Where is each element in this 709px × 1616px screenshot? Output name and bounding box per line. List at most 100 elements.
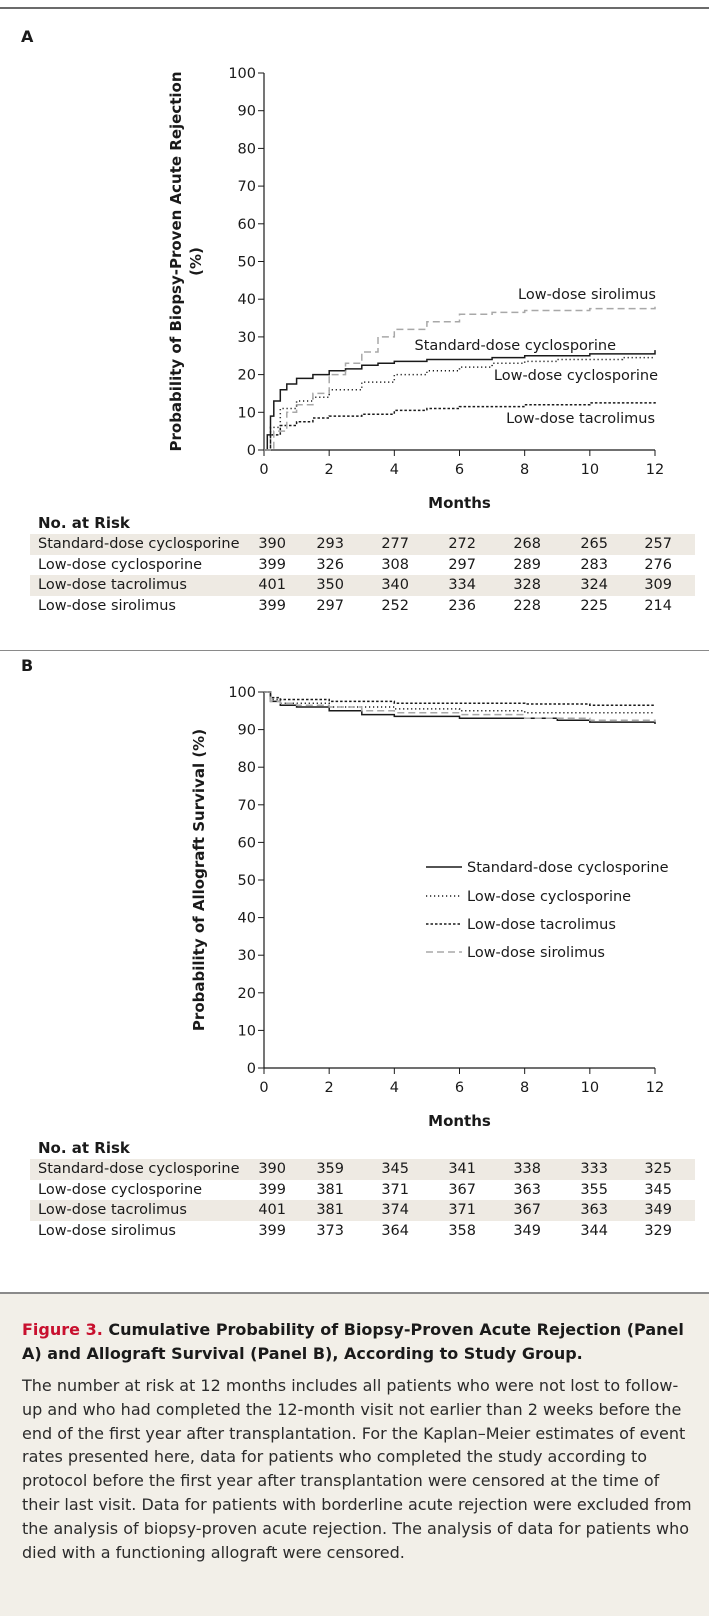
x-tick-label: 12	[646, 1080, 664, 1096]
caption-body: The number at risk at 12 months includes…	[22, 1376, 692, 1562]
risk-value: 308	[381, 556, 409, 573]
risk-value: 276	[644, 556, 672, 573]
series-line-standard-dose-cyclosporine	[264, 691, 656, 724]
y-tick-label: 80	[238, 760, 256, 776]
risk-value: 265	[580, 536, 608, 552]
caption-title: Figure 3. Cumulative Probability of Biop…	[22, 1318, 694, 1366]
y-tick-label: 50	[238, 873, 256, 889]
risk-value: 297	[316, 597, 344, 614]
risk-value: 277	[381, 536, 409, 552]
y-axis-label: Probability of Allograft Survival (%)	[190, 729, 208, 1031]
y-axis-label-unit: (%)	[187, 247, 205, 276]
panel-b: B 0 10 20 30 40 50 60 70 80 90 100 0 2 4 6 8 10 12 Months P…	[0, 651, 709, 1291]
y-tick-label: 0	[247, 1061, 256, 1077]
risk-value: 399	[258, 556, 286, 573]
x-tick-label: 4	[390, 462, 399, 478]
risk-value: 338	[513, 1161, 541, 1177]
risk-table-title: No. at Risk	[38, 1139, 130, 1157]
x-tick-label: 8	[520, 462, 529, 478]
risk-value: 374	[381, 1202, 409, 1218]
risk-value: 367	[448, 1181, 476, 1198]
y-tick-label: 80	[238, 141, 256, 157]
y-tick-label: 60	[238, 835, 256, 851]
y-tick-label: 0	[247, 443, 256, 459]
risk-row-label: Standard-dose cyclosporine	[38, 536, 240, 552]
risk-value: 399	[258, 1181, 286, 1198]
legend-label: Standard-dose cyclosporine	[467, 860, 669, 876]
risk-value: 328	[513, 577, 541, 593]
panel-letter-b: B	[21, 656, 34, 675]
risk-row-label: Low-dose sirolimus	[38, 597, 176, 614]
y-tick-label: 100	[228, 685, 256, 701]
risk-value: 236	[448, 597, 476, 614]
x-tick-label: 10	[581, 462, 599, 478]
risk-value: 228	[513, 597, 541, 614]
risk-value: 390	[258, 536, 286, 552]
x-tick-label: 6	[455, 462, 464, 478]
risk-value: 341	[448, 1161, 476, 1177]
risk-value: 345	[644, 1181, 672, 1198]
risk-table-b: No. at Risk Standard-dose cyclosporine 39…	[30, 1137, 695, 1241]
series-label: Low-dose tacrolimus	[506, 411, 655, 427]
risk-value: 399	[258, 1222, 286, 1239]
y-tick-label: 30	[238, 948, 256, 964]
y-tick-label: 60	[238, 217, 256, 233]
risk-value: 326	[316, 556, 344, 573]
risk-value: 283	[580, 556, 608, 573]
series-label: Low-dose sirolimus	[518, 287, 656, 303]
x-axis-label: Months	[428, 494, 491, 512]
risk-value: 390	[258, 1161, 286, 1177]
y-tick-label: 10	[238, 405, 256, 421]
series-line-low-dose-tacrolimus	[264, 401, 656, 451]
top-rule	[0, 7, 709, 9]
x-tick-label: 0	[259, 462, 268, 478]
series-line-low-dose-cyclosporine	[264, 356, 655, 451]
risk-value: 399	[258, 597, 286, 614]
series-label: Low-dose cyclosporine	[494, 368, 658, 384]
risk-value: 340	[381, 577, 409, 593]
y-tick-label: 100	[228, 66, 256, 82]
series-line-standard-dose-cyclosporine	[264, 350, 656, 451]
risk-value: 297	[448, 556, 476, 573]
x-tick-label: 8	[520, 1080, 529, 1096]
x-tick-label: 10	[581, 1080, 599, 1096]
risk-value: 371	[448, 1202, 476, 1218]
y-tick-label: 20	[238, 368, 256, 384]
y-tick-label: 10	[238, 1023, 256, 1039]
risk-table-row: Low-dose sirolimus 399 297 252 236 228 225 214	[30, 596, 695, 617]
x-tick-label: 4	[390, 1080, 399, 1096]
risk-value: 355	[580, 1181, 608, 1198]
x-tick-label: 6	[455, 1080, 464, 1096]
risk-value: 358	[448, 1222, 476, 1239]
y-tick-label: 50	[238, 255, 256, 271]
risk-table-row: Low-dose cyclosporine 399 326 308 297 289 283 2…	[30, 555, 695, 576]
y-tick-label: 30	[238, 330, 256, 346]
risk-value: 272	[448, 536, 476, 552]
risk-table-row: Low-dose tacrolimus 401 350 340 334 328 324 309	[30, 575, 695, 596]
caption-rule	[0, 1292, 709, 1294]
series-line-low-dose-cyclosporine	[264, 691, 655, 714]
risk-row-label: Low-dose tacrolimus	[38, 1202, 187, 1218]
y-tick-label: 40	[238, 911, 256, 927]
risk-value: 349	[513, 1222, 541, 1239]
risk-value: 329	[644, 1222, 672, 1239]
risk-table-row: Low-dose sirolimus 399 373 364 358 349 344 329	[30, 1221, 695, 1242]
x-tick-label: 12	[646, 462, 664, 478]
panel-a: A 0 10 20 30 40 50 60 70 80 90 100 0 2 4 6 8 10 12 Months P…	[0, 9, 709, 651]
risk-table-title: No. at Risk	[38, 514, 130, 532]
risk-value: 350	[316, 577, 344, 593]
risk-value: 401	[258, 577, 286, 593]
legend-label: Low-dose sirolimus	[467, 945, 605, 961]
risk-value: 333	[580, 1161, 608, 1177]
risk-value: 373	[316, 1222, 344, 1239]
chart-b-svg: 0 10 20 30 40 50 60 70 80 90 100 0 2 4 6 8 10 12 Months Pro…	[190, 685, 669, 1130]
risk-value: 364	[381, 1222, 409, 1239]
y-tick-label: 90	[238, 104, 256, 120]
risk-value: 349	[644, 1202, 672, 1218]
risk-row-label: Low-dose cyclosporine	[38, 556, 203, 573]
legend-label: Low-dose cyclosporine	[467, 889, 631, 905]
risk-value: 293	[316, 536, 344, 552]
series-line-low-dose-sirolimus	[264, 306, 656, 451]
risk-value: 214	[644, 597, 672, 614]
risk-value: 381	[316, 1181, 344, 1198]
